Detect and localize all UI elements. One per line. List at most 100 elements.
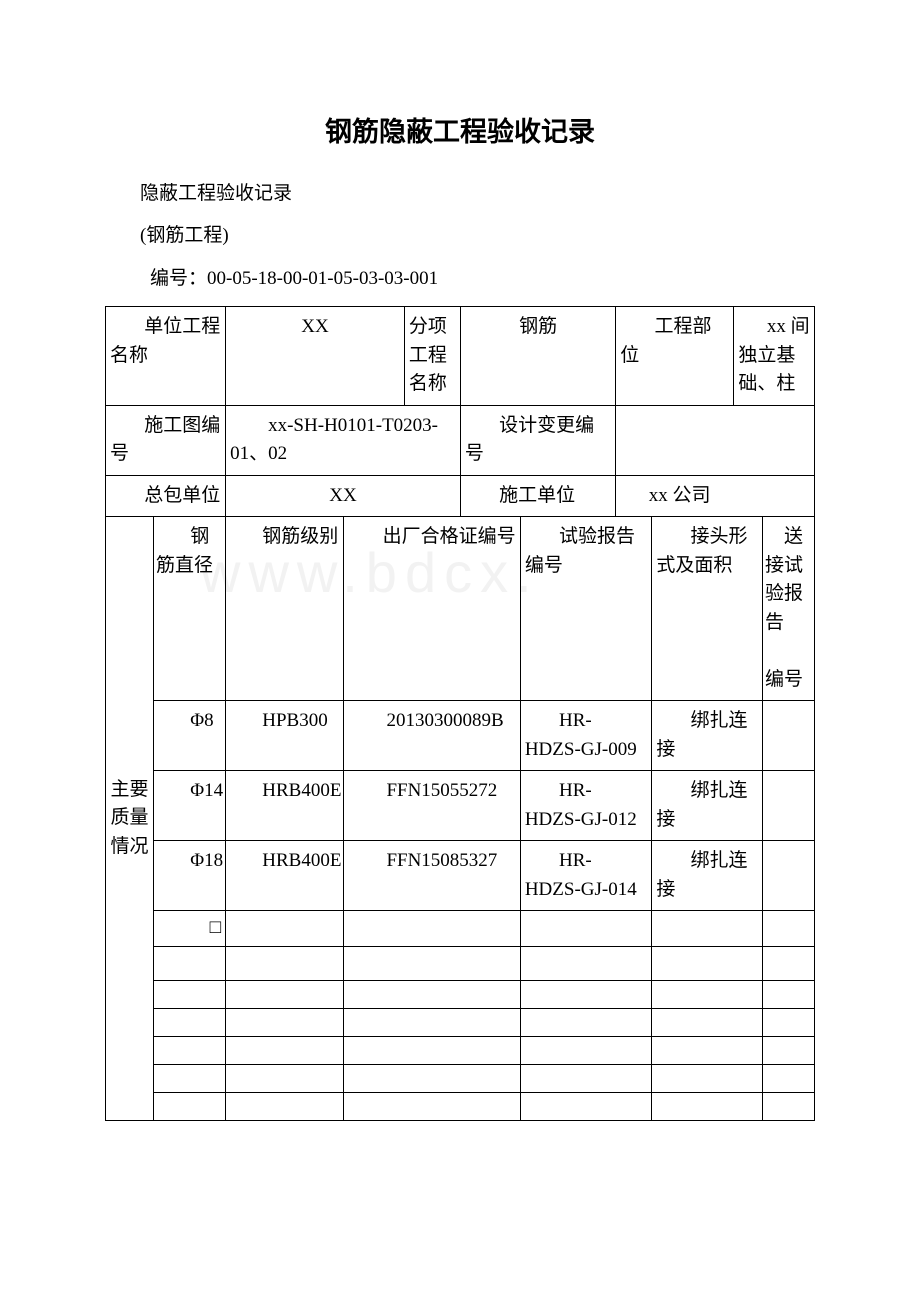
cell-empty	[154, 1064, 226, 1092]
value-sub-project: 钢筋	[460, 307, 615, 406]
col-report: 试验报告编号	[520, 517, 652, 701]
cell-empty	[226, 1008, 344, 1036]
table-row: Φ8 HPB300 20130300089B HR-HDZS-GJ-009 绑扎…	[106, 701, 815, 771]
cell-joint: 绑扎连接	[652, 771, 763, 841]
cell-empty: □	[154, 911, 226, 947]
cell-empty	[763, 1064, 815, 1092]
record-table: 单位工程名称 XX 分项工程名称 钢筋 工程部位 xx 间独立基础、柱 施工图编…	[105, 306, 815, 1121]
cell-report: HR-HDZS-GJ-009	[520, 701, 652, 771]
value-drawing-no: xx-SH-H0101-T0203-01、02	[226, 405, 461, 475]
cell-dia: Φ18	[154, 841, 226, 911]
cell-empty	[763, 1036, 815, 1064]
meta-line-2: (钢筋工程)	[140, 221, 815, 251]
cell-empty	[652, 946, 763, 980]
cell-report: HR-HDZS-GJ-012	[520, 771, 652, 841]
table-row	[106, 980, 815, 1008]
cell-empty	[226, 1092, 344, 1120]
cell-grade: HRB400E	[226, 771, 344, 841]
table-row: Φ14 HRB400E FFN15055272 HR-HDZS-GJ-012 绑…	[106, 771, 815, 841]
label-construction-unit: 施工单位	[460, 475, 615, 517]
cell-grade: HPB300	[226, 701, 344, 771]
table-row	[106, 946, 815, 980]
table-row	[106, 1092, 815, 1120]
page-title: 钢筋隐蔽工程验收记录	[105, 110, 815, 149]
cell-empty	[763, 1008, 815, 1036]
cell-empty	[520, 1092, 652, 1120]
cell-empty	[226, 946, 344, 980]
cell-empty	[652, 911, 763, 947]
cell-empty	[520, 980, 652, 1008]
cell-report: HR-HDZS-GJ-014	[520, 841, 652, 911]
label-design-change: 设计变更编号	[460, 405, 615, 475]
meta-line-3: 编号：00-05-18-00-01-05-03-03-001	[150, 264, 815, 294]
table-row	[106, 1036, 815, 1064]
table-row	[106, 1064, 815, 1092]
cell-empty	[154, 1092, 226, 1120]
cell-empty	[344, 1064, 520, 1092]
label-drawing-no: 施工图编号	[106, 405, 226, 475]
cell-empty	[763, 1092, 815, 1120]
cell-empty	[520, 911, 652, 947]
cell-empty	[520, 946, 652, 980]
meta-line-1: 隐蔽工程验收记录	[140, 179, 815, 209]
cell-empty	[226, 911, 344, 947]
cell-empty	[763, 980, 815, 1008]
cell-empty	[652, 1036, 763, 1064]
cell-empty	[344, 911, 520, 947]
cell-empty	[344, 1008, 520, 1036]
col-diameter: 钢筋直径	[154, 517, 226, 701]
table-row: Φ18 HRB400E FFN15085327 HR-HDZS-GJ-014 绑…	[106, 841, 815, 911]
cell-empty	[344, 1092, 520, 1120]
cell-send	[763, 771, 815, 841]
label-sub-project: 分项工程名称	[404, 307, 460, 406]
cell-empty	[226, 1064, 344, 1092]
cell-empty	[652, 1092, 763, 1120]
cell-empty	[154, 1008, 226, 1036]
cell-empty	[344, 946, 520, 980]
label-location: 工程部位	[616, 307, 734, 406]
cell-cert: 20130300089B	[344, 701, 520, 771]
cell-empty	[652, 1008, 763, 1036]
cell-empty	[344, 1036, 520, 1064]
cell-send	[763, 701, 815, 771]
cell-cert: FFN15055272	[344, 771, 520, 841]
col-joint: 接头形式及面积	[652, 517, 763, 701]
cell-empty	[154, 1036, 226, 1064]
cell-cert: FFN15085327	[344, 841, 520, 911]
label-unit-project: 单位工程名称	[106, 307, 226, 406]
cell-empty	[226, 1036, 344, 1064]
value-main-contractor: XX	[226, 475, 461, 517]
table-row: 主要质量情况 钢筋直径 钢筋级别 出厂合格证编号 试验报告编号 接头形式及面积 …	[106, 517, 815, 701]
table-row	[106, 1008, 815, 1036]
cell-empty	[763, 946, 815, 980]
cell-empty	[154, 946, 226, 980]
cell-empty	[520, 1008, 652, 1036]
cell-joint: 绑扎连接	[652, 841, 763, 911]
cell-dia: Φ14	[154, 771, 226, 841]
value-location: xx 间独立基础、柱	[734, 307, 815, 406]
cell-dia: Φ8	[154, 701, 226, 771]
cell-empty	[652, 1064, 763, 1092]
cell-empty	[652, 980, 763, 1008]
cell-empty	[520, 1036, 652, 1064]
col-cert: 出厂合格证编号	[344, 517, 520, 701]
cell-joint: 绑扎连接	[652, 701, 763, 771]
side-label-quality: 主要质量情况	[106, 517, 154, 1121]
cell-empty	[344, 980, 520, 1008]
cell-empty	[226, 980, 344, 1008]
cell-send	[763, 841, 815, 911]
value-construction-unit: xx 公司	[616, 475, 815, 517]
table-row: 单位工程名称 XX 分项工程名称 钢筋 工程部位 xx 间独立基础、柱	[106, 307, 815, 406]
label-main-contractor: 总包单位	[106, 475, 226, 517]
cell-empty	[520, 1064, 652, 1092]
cell-grade: HRB400E	[226, 841, 344, 911]
table-row: □	[106, 911, 815, 947]
cell-empty	[154, 980, 226, 1008]
col-send: 送接试验报告 编号	[763, 517, 815, 701]
value-design-change	[616, 405, 815, 475]
cell-empty	[763, 911, 815, 947]
table-row: 施工图编号 xx-SH-H0101-T0203-01、02 设计变更编号	[106, 405, 815, 475]
value-unit-project: XX	[226, 307, 405, 406]
col-grade: 钢筋级别	[226, 517, 344, 701]
table-row: 总包单位 XX 施工单位 xx 公司	[106, 475, 815, 517]
